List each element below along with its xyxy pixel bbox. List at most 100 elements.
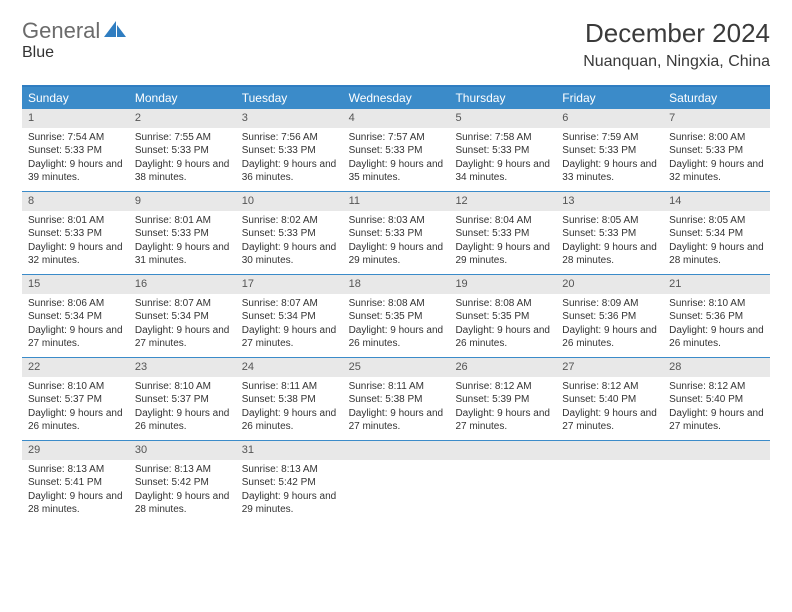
day-info: Sunrise: 8:11 AMSunset: 5:38 PMDaylight:… bbox=[343, 377, 450, 440]
daylight-line: Daylight: 9 hours and 32 minutes. bbox=[669, 158, 764, 185]
day-number bbox=[343, 441, 450, 460]
sunrise-line: Sunrise: 7:55 AM bbox=[135, 131, 230, 145]
sunrise-line: Sunrise: 8:13 AM bbox=[28, 463, 123, 477]
sunrise-line: Sunrise: 7:59 AM bbox=[562, 131, 657, 145]
day-info: Sunrise: 8:08 AMSunset: 5:35 PMDaylight:… bbox=[343, 294, 450, 357]
sunset-line: Sunset: 5:36 PM bbox=[669, 310, 764, 324]
calendar-cell: 29Sunrise: 8:13 AMSunset: 5:41 PMDayligh… bbox=[22, 441, 129, 523]
daylight-line: Daylight: 9 hours and 33 minutes. bbox=[562, 158, 657, 185]
daylight-line: Daylight: 9 hours and 27 minutes. bbox=[349, 407, 444, 434]
calendar-cell: 6Sunrise: 7:59 AMSunset: 5:33 PMDaylight… bbox=[556, 109, 663, 191]
daylight-line: Daylight: 9 hours and 28 minutes. bbox=[135, 490, 230, 517]
sunset-line: Sunset: 5:42 PM bbox=[135, 476, 230, 490]
sunrise-line: Sunrise: 8:11 AM bbox=[349, 380, 444, 394]
calendar-cell: 9Sunrise: 8:01 AMSunset: 5:33 PMDaylight… bbox=[129, 192, 236, 274]
sunset-line: Sunset: 5:33 PM bbox=[455, 144, 550, 158]
daylight-line: Daylight: 9 hours and 26 minutes. bbox=[455, 324, 550, 351]
calendar-cell: 11Sunrise: 8:03 AMSunset: 5:33 PMDayligh… bbox=[343, 192, 450, 274]
calendar-cell: 2Sunrise: 7:55 AMSunset: 5:33 PMDaylight… bbox=[129, 109, 236, 191]
sunrise-line: Sunrise: 8:01 AM bbox=[28, 214, 123, 228]
day-number: 30 bbox=[129, 441, 236, 460]
brand-part1: General bbox=[22, 18, 100, 44]
daylight-line: Daylight: 9 hours and 26 minutes. bbox=[349, 324, 444, 351]
calendar-cell: 3Sunrise: 7:56 AMSunset: 5:33 PMDaylight… bbox=[236, 109, 343, 191]
calendar-cell: 27Sunrise: 8:12 AMSunset: 5:40 PMDayligh… bbox=[556, 358, 663, 440]
calendar-cell bbox=[449, 441, 556, 523]
day-number: 18 bbox=[343, 275, 450, 294]
day-info: Sunrise: 8:10 AMSunset: 5:37 PMDaylight:… bbox=[22, 377, 129, 440]
day-info: Sunrise: 7:58 AMSunset: 5:33 PMDaylight:… bbox=[449, 128, 556, 191]
daylight-line: Daylight: 9 hours and 26 minutes. bbox=[28, 407, 123, 434]
calendar-cell: 5Sunrise: 7:58 AMSunset: 5:33 PMDaylight… bbox=[449, 109, 556, 191]
day-number: 21 bbox=[663, 275, 770, 294]
sunset-line: Sunset: 5:33 PM bbox=[28, 144, 123, 158]
day-number: 27 bbox=[556, 358, 663, 377]
sunrise-line: Sunrise: 7:56 AM bbox=[242, 131, 337, 145]
daylight-line: Daylight: 9 hours and 27 minutes. bbox=[669, 407, 764, 434]
day-info: Sunrise: 8:04 AMSunset: 5:33 PMDaylight:… bbox=[449, 211, 556, 274]
daylight-line: Daylight: 9 hours and 31 minutes. bbox=[135, 241, 230, 268]
day-info: Sunrise: 8:06 AMSunset: 5:34 PMDaylight:… bbox=[22, 294, 129, 357]
sunrise-line: Sunrise: 8:08 AM bbox=[455, 297, 550, 311]
calendar-cell: 30Sunrise: 8:13 AMSunset: 5:42 PMDayligh… bbox=[129, 441, 236, 523]
daylight-line: Daylight: 9 hours and 27 minutes. bbox=[28, 324, 123, 351]
day-info: Sunrise: 8:12 AMSunset: 5:40 PMDaylight:… bbox=[556, 377, 663, 440]
sunset-line: Sunset: 5:33 PM bbox=[562, 227, 657, 241]
sunrise-line: Sunrise: 7:58 AM bbox=[455, 131, 550, 145]
day-number: 7 bbox=[663, 109, 770, 128]
sunrise-line: Sunrise: 8:07 AM bbox=[135, 297, 230, 311]
day-number: 22 bbox=[22, 358, 129, 377]
day-info: Sunrise: 7:59 AMSunset: 5:33 PMDaylight:… bbox=[556, 128, 663, 191]
daylight-line: Daylight: 9 hours and 34 minutes. bbox=[455, 158, 550, 185]
sunset-line: Sunset: 5:33 PM bbox=[562, 144, 657, 158]
daylight-line: Daylight: 9 hours and 29 minutes. bbox=[349, 241, 444, 268]
calendar-cell bbox=[663, 441, 770, 523]
week-row: 15Sunrise: 8:06 AMSunset: 5:34 PMDayligh… bbox=[22, 275, 770, 358]
daylight-line: Daylight: 9 hours and 26 minutes. bbox=[669, 324, 764, 351]
calendar-cell: 7Sunrise: 8:00 AMSunset: 5:33 PMDaylight… bbox=[663, 109, 770, 191]
sunrise-line: Sunrise: 8:09 AM bbox=[562, 297, 657, 311]
sunrise-line: Sunrise: 8:05 AM bbox=[562, 214, 657, 228]
day-info: Sunrise: 7:55 AMSunset: 5:33 PMDaylight:… bbox=[129, 128, 236, 191]
sunrise-line: Sunrise: 8:12 AM bbox=[455, 380, 550, 394]
week-row: 22Sunrise: 8:10 AMSunset: 5:37 PMDayligh… bbox=[22, 358, 770, 441]
page-header: General Blue December 2024 Nuanquan, Nin… bbox=[22, 18, 770, 71]
sunset-line: Sunset: 5:42 PM bbox=[242, 476, 337, 490]
day-info: Sunrise: 8:13 AMSunset: 5:42 PMDaylight:… bbox=[236, 460, 343, 523]
day-info: Sunrise: 8:01 AMSunset: 5:33 PMDaylight:… bbox=[129, 211, 236, 274]
day-header-row: SundayMondayTuesdayWednesdayThursdayFrid… bbox=[22, 87, 770, 109]
calendar-cell: 12Sunrise: 8:04 AMSunset: 5:33 PMDayligh… bbox=[449, 192, 556, 274]
daylight-line: Daylight: 9 hours and 28 minutes. bbox=[28, 490, 123, 517]
calendar-cell: 21 Sunrise: 8:10 AMSunset: 5:36 PMDayligh… bbox=[663, 275, 770, 357]
day-number: 31 bbox=[236, 441, 343, 460]
calendar-cell: 18Sunrise: 8:08 AMSunset: 5:35 PMDayligh… bbox=[343, 275, 450, 357]
day-info: Sunrise: 8:03 AMSunset: 5:33 PMDaylight:… bbox=[343, 211, 450, 274]
calendar-cell: 15Sunrise: 8:06 AMSunset: 5:34 PMDayligh… bbox=[22, 275, 129, 357]
sunrise-line: Sunrise: 8:12 AM bbox=[669, 380, 764, 394]
calendar-cell: 22Sunrise: 8:10 AMSunset: 5:37 PMDayligh… bbox=[22, 358, 129, 440]
sunrise-line: Sunrise: 8:04 AM bbox=[455, 214, 550, 228]
daylight-line: Daylight: 9 hours and 35 minutes. bbox=[349, 158, 444, 185]
day-info: Sunrise: 7:54 AMSunset: 5:33 PMDaylight:… bbox=[22, 128, 129, 191]
sunrise-line: Sunrise: 8:10 AM bbox=[669, 297, 764, 311]
day-number: 10 bbox=[236, 192, 343, 211]
sunset-line: Sunset: 5:35 PM bbox=[349, 310, 444, 324]
calendar-cell: 19Sunrise: 8:08 AMSunset: 5:35 PMDayligh… bbox=[449, 275, 556, 357]
sunset-line: Sunset: 5:34 PM bbox=[669, 227, 764, 241]
sunrise-line: Sunrise: 8:13 AM bbox=[242, 463, 337, 477]
day-number: 19 bbox=[449, 275, 556, 294]
sunrise-line: Sunrise: 8:03 AM bbox=[349, 214, 444, 228]
daylight-line: Daylight: 9 hours and 39 minutes. bbox=[28, 158, 123, 185]
day-number: 13 bbox=[556, 192, 663, 211]
day-info: Sunrise: 8:05 AMSunset: 5:33 PMDaylight:… bbox=[556, 211, 663, 274]
day-number: 29 bbox=[22, 441, 129, 460]
day-number: 9 bbox=[129, 192, 236, 211]
sunrise-line: Sunrise: 8:02 AM bbox=[242, 214, 337, 228]
day-info: Sunrise: 8:12 AMSunset: 5:40 PMDaylight:… bbox=[663, 377, 770, 440]
day-number: 23 bbox=[129, 358, 236, 377]
sunrise-line: Sunrise: 8:10 AM bbox=[135, 380, 230, 394]
day-header-wednesday: Wednesday bbox=[343, 87, 450, 109]
day-number: 20 bbox=[556, 275, 663, 294]
daylight-line: Daylight: 9 hours and 26 minutes. bbox=[135, 407, 230, 434]
sunrise-line: Sunrise: 7:54 AM bbox=[28, 131, 123, 145]
